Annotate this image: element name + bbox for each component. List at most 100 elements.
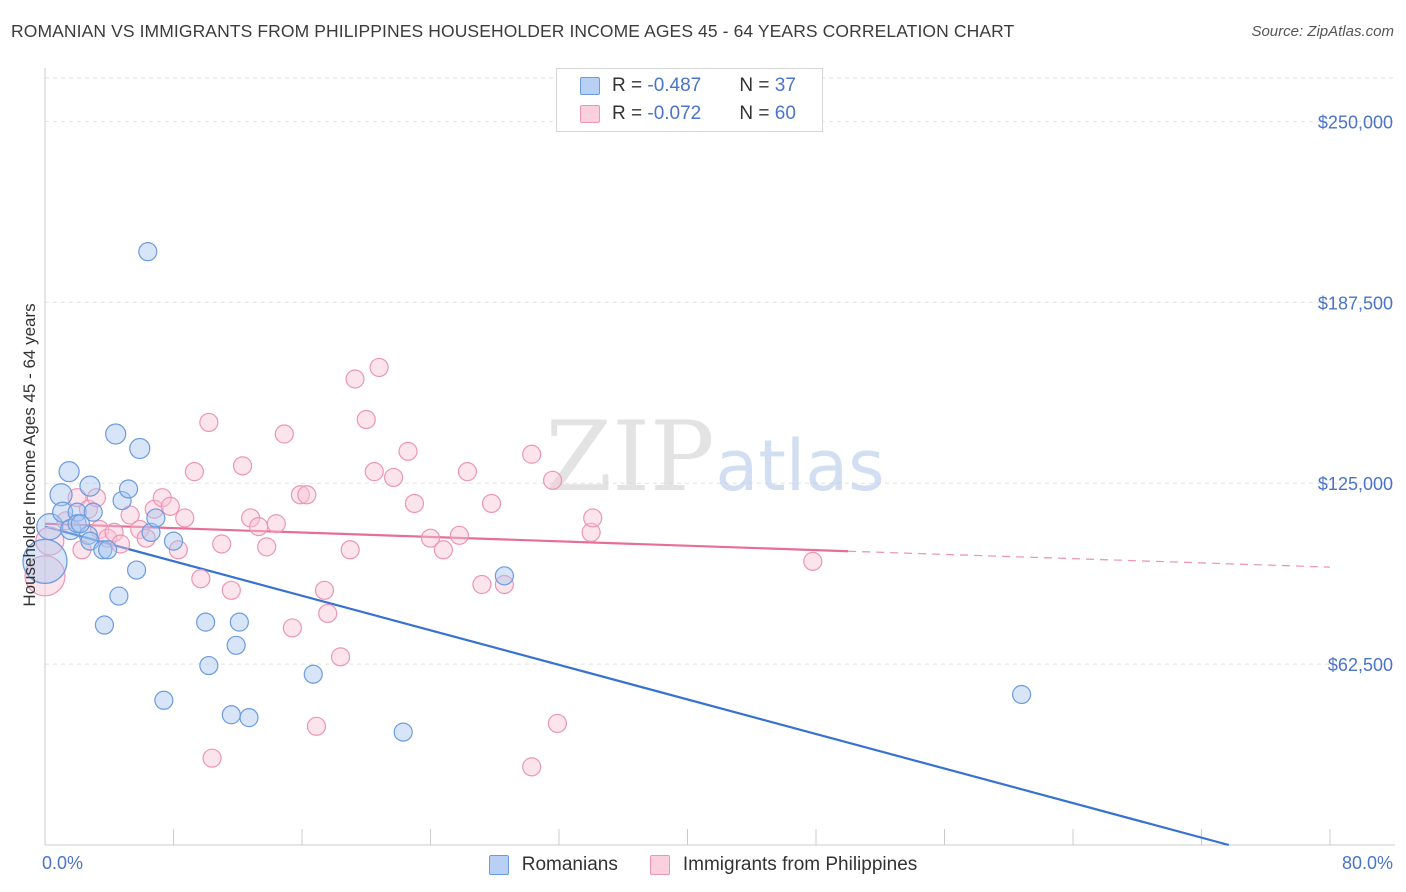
philippines-point xyxy=(282,618,302,638)
legend-row-romanians: R = -0.487 N = 37 xyxy=(557,73,796,99)
philippines-legend-label: Immigrants from Philippines xyxy=(682,854,918,875)
romanians-point xyxy=(109,586,129,606)
philippines-point xyxy=(86,488,107,508)
legend-item-philippines: Immigrants from Philippines xyxy=(649,854,918,876)
watermark-zip: ZIP xyxy=(545,401,714,513)
legend-n-value: 37 xyxy=(774,75,796,96)
data-points xyxy=(22,242,1032,777)
philippines-point xyxy=(356,409,376,430)
philippines-point xyxy=(542,470,563,490)
romanians-point xyxy=(226,635,246,655)
romanians-point xyxy=(221,705,241,725)
philippines-point xyxy=(364,462,384,482)
philippines-point xyxy=(314,580,335,600)
philippines-point xyxy=(398,441,418,461)
philippines-point xyxy=(266,514,286,534)
philippines-point xyxy=(184,462,204,482)
romanians-point xyxy=(94,615,115,635)
philippines-point xyxy=(232,456,253,476)
philippines-point xyxy=(212,534,232,554)
philippines-point xyxy=(420,528,441,548)
y-axis-label: Householder Income Ages 45 - 64 years xyxy=(20,303,39,606)
philippines-swatch xyxy=(580,105,600,123)
watermark-atlas: atlas xyxy=(715,425,884,507)
philippines-point xyxy=(290,485,310,505)
philippines-point xyxy=(249,517,269,537)
romanians-point xyxy=(141,522,161,543)
romanians-point xyxy=(199,655,219,676)
philippines-point xyxy=(274,424,294,444)
philippines-point xyxy=(433,540,453,560)
philippines-point xyxy=(24,555,66,597)
y-tick-label: $250,000 xyxy=(1318,112,1393,132)
philippines-point xyxy=(67,488,87,508)
romanians-trend-line xyxy=(44,525,1230,847)
philippines-point xyxy=(175,508,195,528)
legend-row-philippines: R = -0.072 N = 60 xyxy=(557,101,796,127)
philippines-point xyxy=(120,505,140,525)
gridlines xyxy=(45,77,1395,665)
romanians-point xyxy=(163,531,184,551)
philippines-point xyxy=(168,540,188,560)
romanians-point xyxy=(138,242,158,262)
philippines-point xyxy=(297,485,317,505)
romanians-point xyxy=(239,708,259,728)
romanians-point xyxy=(393,722,413,742)
philippines-point xyxy=(104,522,124,543)
romanians-swatch xyxy=(580,77,600,95)
philippines-point xyxy=(306,716,327,736)
philippines-point xyxy=(449,525,470,545)
x-tick-labels: 0.0% 80.0% xyxy=(42,853,1393,873)
legend-n-label: N = xyxy=(739,103,775,124)
philippines-point xyxy=(581,522,601,543)
philippines-trend-line xyxy=(44,522,849,553)
romanians-point xyxy=(118,479,139,499)
romanians-point xyxy=(303,664,323,684)
philippines-point xyxy=(369,357,389,378)
philippines-point xyxy=(330,647,351,667)
y-tick-label: $125,000 xyxy=(1318,474,1393,494)
philippines-point xyxy=(318,603,338,624)
philippines-point xyxy=(522,444,542,464)
philippines-point xyxy=(345,369,365,389)
romanians-point xyxy=(49,483,73,507)
philippines-point xyxy=(257,537,277,557)
romanians-point xyxy=(83,502,103,522)
philippines-point xyxy=(383,467,404,488)
romanians-point xyxy=(105,423,127,445)
romanians-point xyxy=(67,502,87,522)
philippines-point xyxy=(583,508,603,528)
romanians-point xyxy=(98,540,118,560)
legend-n-value: 60 xyxy=(774,103,796,124)
philippines-point xyxy=(803,551,823,571)
romanians-point xyxy=(70,514,90,534)
philippines-point xyxy=(472,574,492,595)
romanians-point xyxy=(58,461,80,483)
romanians-point xyxy=(146,508,166,528)
romanians-point xyxy=(112,490,132,511)
philippines-trend-extension xyxy=(848,550,1331,568)
romanians-point xyxy=(93,540,113,560)
romanians-point xyxy=(196,612,216,632)
y-tick-label: $62,500 xyxy=(1328,655,1393,675)
chart-title: ROMANIAN VS IMMIGRANTS FROM PHILIPPINES … xyxy=(11,21,1015,41)
legend-item-romanians: Romanians xyxy=(488,854,618,876)
romanians-point xyxy=(154,690,174,710)
philippines-point xyxy=(547,713,567,734)
legend-r-label: R = xyxy=(612,103,648,124)
romanians-point xyxy=(126,560,147,580)
romanians-point xyxy=(79,475,101,497)
axes xyxy=(44,68,1395,846)
philippines-point xyxy=(522,757,542,777)
romanians-point xyxy=(229,612,249,632)
romanians-point xyxy=(22,538,68,584)
legend-r-label: R = xyxy=(612,75,648,96)
trend-lines xyxy=(44,522,1331,847)
x-tick-label: 0.0% xyxy=(42,853,83,873)
y-tick-labels: $62,500 $125,000 $187,500 $250,000 xyxy=(1318,112,1393,675)
y-tick-label: $187,500 xyxy=(1318,293,1393,313)
philippines-legend-swatch xyxy=(649,855,670,875)
series-legend: Romanians Immigrants from Philippines xyxy=(0,852,1406,878)
philippines-point xyxy=(191,569,211,589)
